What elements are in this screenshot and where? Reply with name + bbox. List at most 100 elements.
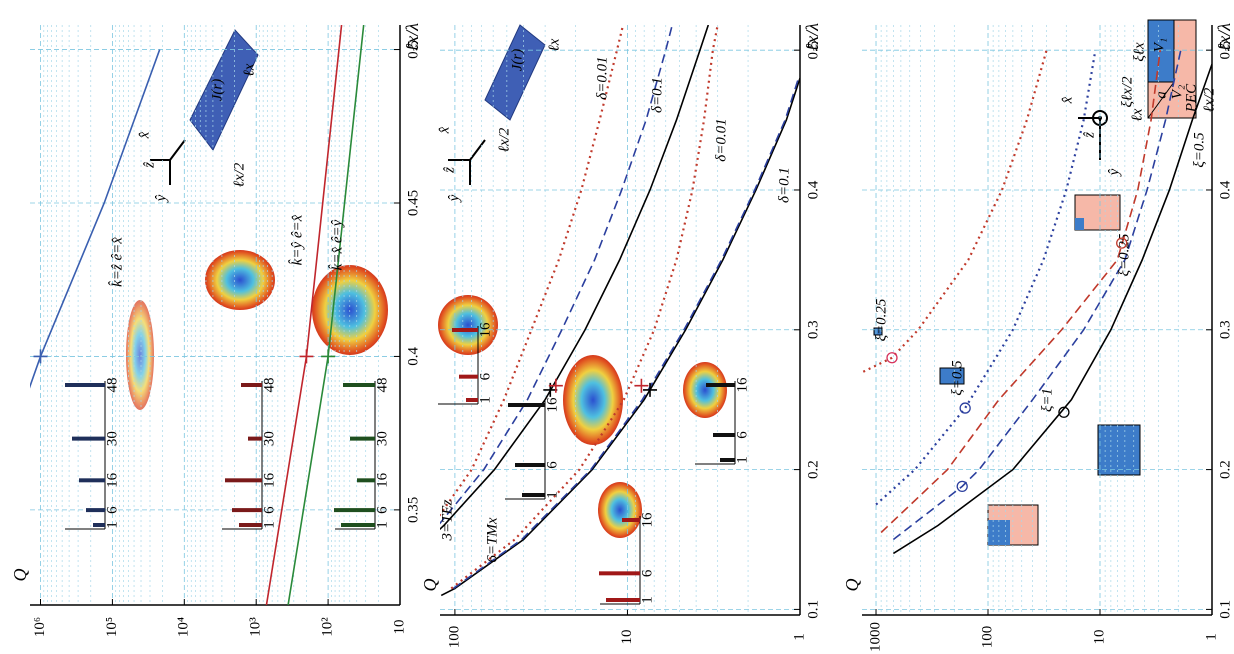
y-tick-label: 1: [1203, 633, 1219, 641]
inset-tick-label: 30: [374, 431, 390, 446]
figure: 1010²10³10⁴10⁵10⁶0.350.40.450.5Qℓx/λk̂=ẑ…: [0, 0, 1234, 654]
annotation: J(r): [209, 79, 225, 102]
x-tick-label: 0.35: [405, 497, 421, 523]
annotation: ℓx/2: [231, 162, 247, 187]
x-axis-label: ℓx/λ: [402, 23, 422, 51]
inset-bar: [706, 383, 735, 387]
inset-tick-label: 6: [477, 372, 493, 380]
inset-bar: [522, 493, 545, 497]
y-tick-label: 100: [979, 626, 995, 649]
y-axis-label: Q: [10, 569, 30, 582]
inset-tick-label: 6: [544, 461, 560, 469]
inset-tick-label: 1: [477, 396, 493, 404]
annotation: V₁: [1151, 38, 1167, 52]
annotation: ẑ: [441, 167, 457, 174]
series-label: ξ=0.25: [873, 298, 889, 341]
inset-bar: [232, 508, 262, 512]
x-tick-label: 0.4: [805, 180, 821, 199]
x-tick-label: 0.4: [1217, 180, 1233, 199]
y-tick-label: 10⁴: [176, 617, 192, 637]
inset-tick-label: 16: [639, 512, 655, 528]
inset-tick-label: 48: [261, 378, 277, 393]
inset-tick-label: 16: [104, 472, 120, 488]
inset-bar: [599, 571, 640, 575]
marker: [299, 349, 313, 363]
inset-tick-label: 16: [734, 377, 750, 393]
inset-bar: [515, 463, 545, 467]
series-label: δ=0.1: [649, 77, 665, 113]
x-tick-label: 0.45: [405, 190, 421, 216]
inset-bar: [86, 508, 105, 512]
annotation: ℓx/2: [496, 127, 512, 152]
inset-tick-label: 1: [261, 521, 277, 529]
inset-tick-label: 6: [639, 569, 655, 577]
inset-bar: [720, 458, 735, 462]
inset-tick-label: 6: [261, 506, 277, 514]
inset-bar: [508, 403, 545, 407]
annotation: ẑ: [141, 162, 157, 169]
inset-bar: [459, 375, 478, 379]
inset-bar: [239, 523, 262, 527]
x-tick-label: 0.4: [405, 347, 421, 366]
inset-bar: [622, 518, 640, 522]
x-tick-label: 0.1: [805, 600, 821, 619]
annotation: J(r): [509, 49, 525, 72]
x-tick-label: 0.2: [1217, 460, 1233, 479]
inset-tick-label: 30: [261, 431, 277, 446]
inset-tick-label: 16: [477, 322, 493, 338]
annotation: ξℓx: [1131, 42, 1147, 62]
y-tick-label: 1000: [867, 622, 883, 652]
annotation: ℓx: [546, 38, 562, 51]
inset-tick-label: 6: [374, 506, 390, 514]
series-label: 6=TMx: [484, 517, 500, 562]
inset-tick-label: 30: [104, 431, 120, 446]
inset-tick-label: 6: [104, 506, 120, 514]
series-label: k̂=ŷ ê=x̂: [288, 214, 305, 265]
y-tick-label: 10³: [248, 617, 264, 637]
inset-tick-label: 1: [734, 456, 750, 464]
y-axis-label: Q: [420, 579, 440, 592]
inset-bar: [343, 383, 375, 387]
annotation: x̂: [136, 131, 152, 139]
inset-bar: [357, 478, 375, 482]
annotation: ξℓx/2: [1119, 76, 1135, 107]
y-tick-label: 10: [391, 620, 407, 635]
inset-bar: [79, 478, 105, 482]
annotation: ẑ: [1081, 132, 1097, 139]
annotation: PEC: [1183, 83, 1199, 113]
annotation: x̂: [1059, 96, 1075, 104]
inset-tick-label: 1: [639, 596, 655, 604]
y-tick-label: 100: [446, 626, 462, 649]
inset-bar: [713, 433, 735, 437]
inset-bar: [248, 437, 262, 441]
inset-tick-label: 6: [734, 431, 750, 439]
inset-bar: [225, 478, 262, 482]
y-tick-label: 10⁶: [32, 617, 48, 637]
line: [438, 25, 672, 526]
inset-tick-label: 48: [374, 378, 390, 393]
inset-bar: [241, 383, 262, 387]
x-tick-label: 0.1: [1217, 600, 1233, 619]
annotation: ℓx: [241, 63, 257, 76]
series-label: k̂=x̂ ê=ŷ: [328, 219, 345, 270]
series-label: ξ=0.5: [949, 360, 965, 396]
inset-bar: [466, 398, 478, 402]
inset-bar: [341, 523, 375, 527]
y-tick-label: 10: [619, 630, 635, 645]
marker: [34, 349, 48, 363]
inset-bar: [606, 598, 640, 602]
x-tick-label: 0.3: [1217, 320, 1233, 339]
series-label: ξ=1: [1039, 388, 1055, 412]
inset-tick-label: 16: [261, 472, 277, 488]
y-tick-label: 10⁵: [104, 617, 120, 637]
inset-bar: [65, 383, 105, 387]
plot-area: [863, 50, 1212, 553]
inset-bar: [350, 437, 375, 441]
inset-bar: [93, 523, 105, 527]
inset-tick-label: 1: [374, 521, 390, 529]
y-tick-label: 10²: [320, 617, 336, 637]
line: [893, 64, 1212, 553]
annotation: x̂: [436, 126, 452, 134]
y-tick-label: 10: [1091, 630, 1107, 645]
annotation: a: [1153, 91, 1169, 99]
